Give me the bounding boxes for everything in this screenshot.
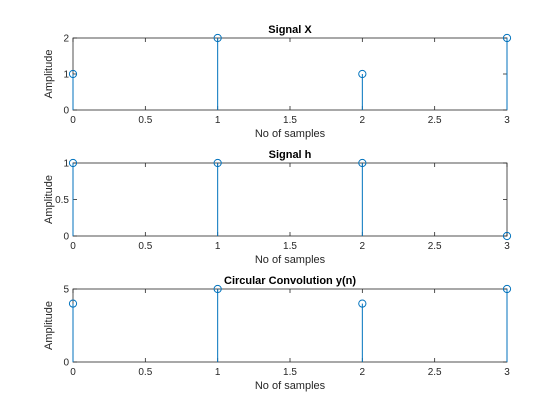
stem-marker: [502, 284, 512, 294]
chart-title: Circular Convolution y(n): [224, 275, 356, 287]
x-tick-label: 0.5: [138, 367, 152, 378]
stem-marker: [213, 33, 222, 43]
x-tick-label: 3: [504, 115, 510, 126]
stem-marker: [68, 69, 78, 79]
x-tick-label: 1: [215, 115, 221, 126]
x-tick-label: 0.5: [138, 115, 152, 126]
y-tick-label: 1: [63, 70, 69, 81]
stem-marker: [358, 299, 367, 308]
x-tick-label: 0.5: [138, 241, 152, 252]
chart-title: Signal X: [268, 24, 312, 36]
x-tick-label: 2.5: [428, 241, 442, 252]
stem-marker: [68, 299, 78, 308]
subplot-2: Signal h 0 0.5 1 1.5 2 2.5 3 0 0.5 1 No of samples A…: [43, 149, 512, 266]
x-tick-label: 2.5: [428, 367, 442, 378]
x-tick-label: 0: [70, 241, 76, 252]
x-tick-label: 2.5: [428, 115, 442, 126]
stem-marker: [213, 284, 222, 294]
x-tick-label: 3: [504, 241, 510, 252]
y-tick-label: 5: [63, 285, 69, 296]
x-axis-label: No of samples: [255, 128, 326, 140]
y-tick-label: 1: [63, 159, 69, 170]
stem-marker: [502, 33, 512, 43]
y-tick-label: 0.5: [55, 195, 69, 206]
x-tick-label: 2: [360, 241, 366, 252]
y-tick-label: 0: [63, 358, 69, 369]
y-axis-label: Amplitude: [43, 301, 55, 350]
x-tick-label: 0: [70, 367, 76, 378]
x-tick-label: 2: [360, 367, 366, 378]
stem-marker: [502, 231, 512, 241]
x-tick-label: 3: [504, 367, 510, 378]
chart-title: Signal h: [269, 149, 312, 161]
axes-frame: [72, 37, 508, 111]
axes-frame: [72, 162, 508, 237]
y-tick-label: 0: [63, 106, 69, 117]
subplot-1: Signal X 0 0.5 1 1.5 2 2.5 3 0 1 2 No of samples Amp…: [43, 24, 512, 140]
stem-marker: [358, 69, 367, 79]
subplot-3: Circular Convolution y(n) 0 0.5 1 1.5 2 2.5 3 0 5…: [43, 275, 512, 392]
stem-marker: [213, 158, 222, 168]
x-tick-label: 1: [215, 367, 221, 378]
y-tick-label: 0: [63, 232, 69, 243]
y-tick-label: 2: [63, 34, 69, 45]
x-tick-label: 0: [70, 115, 76, 126]
x-tick-label: 2: [360, 115, 366, 126]
x-tick-label: 1.5: [283, 115, 297, 126]
y-axis-label: Amplitude: [43, 50, 55, 99]
y-axis-label: Amplitude: [43, 175, 55, 224]
x-tick-label: 1.5: [283, 367, 297, 378]
stem-marker: [68, 158, 78, 168]
x-tick-label: 1.5: [283, 241, 297, 252]
stem-marker: [358, 158, 367, 168]
x-tick-label: 1: [215, 241, 221, 252]
x-axis-label: No of samples: [255, 254, 326, 266]
x-axis-label: No of samples: [255, 380, 326, 392]
axes-frame: [72, 288, 508, 363]
